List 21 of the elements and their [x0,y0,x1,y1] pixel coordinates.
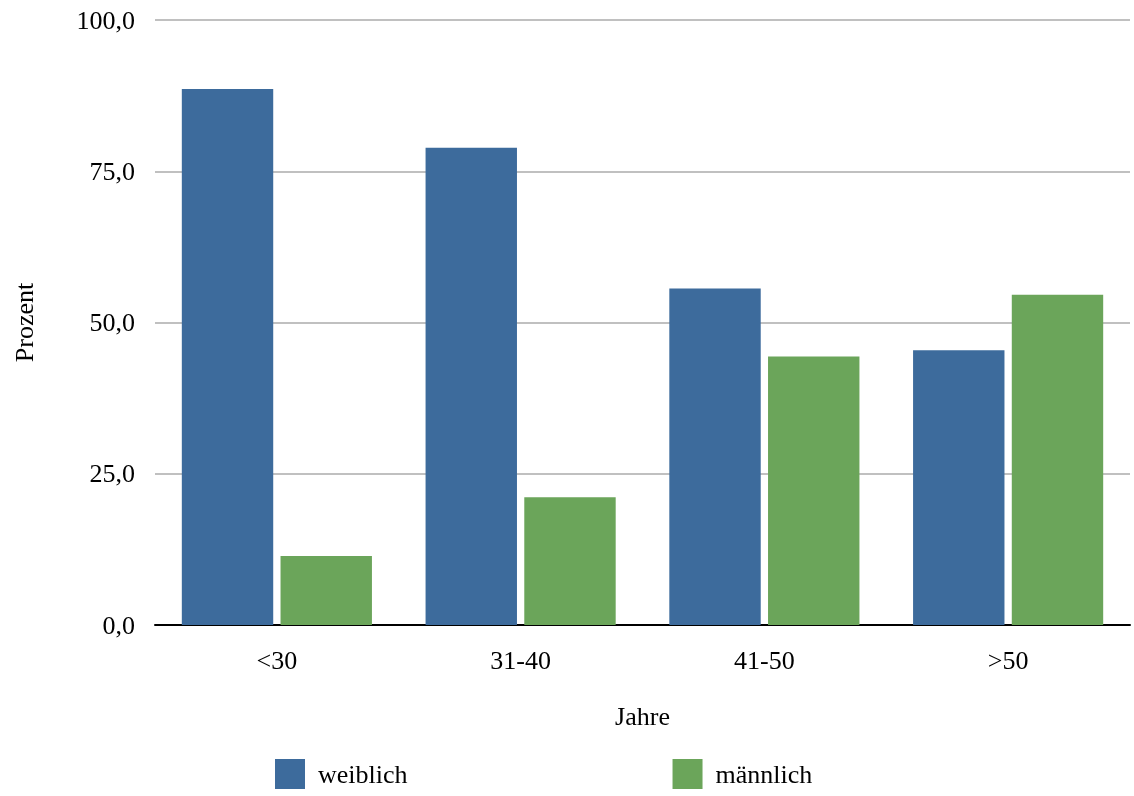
bar [524,497,616,625]
bar [669,288,761,625]
bar [1011,294,1104,625]
bar [913,350,1005,625]
y-axis-title: Prozent [9,282,39,363]
bar [181,88,274,625]
legend-label: weiblich [318,759,408,789]
bar [768,356,860,625]
bar [280,556,372,625]
x-tick-label: 31-40 [490,645,551,675]
x-axis-title: Jahre [615,701,670,731]
x-tick-label: 41-50 [734,645,795,675]
x-tick-label: <30 [256,645,298,675]
bar [425,147,517,625]
legend-label: männlich [715,759,813,789]
y-tick-label: 25,0 [89,459,135,489]
y-tick-label: 0,0 [102,610,135,640]
x-tick-label: >50 [987,645,1029,675]
y-tick-label: 75,0 [89,156,135,186]
y-tick-label: 50,0 [89,308,135,337]
y-tick-label: 100,0 [76,5,135,35]
